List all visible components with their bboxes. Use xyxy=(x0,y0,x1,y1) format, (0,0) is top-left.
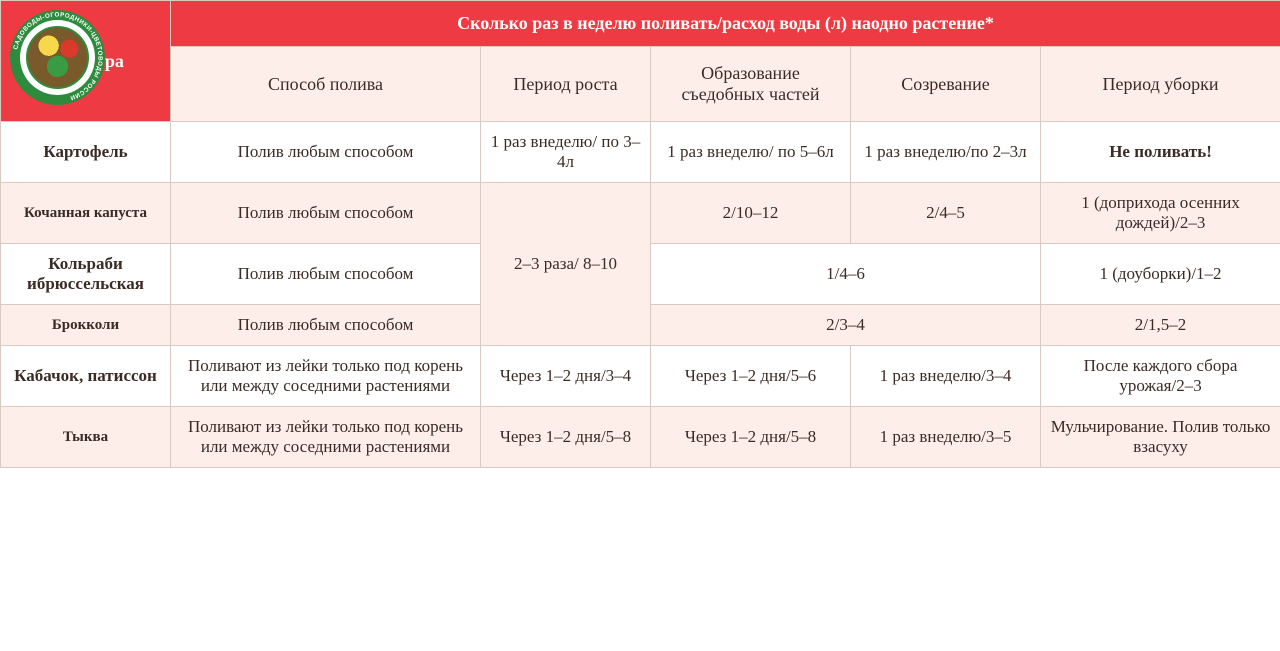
table-row: Тыква Поливают из лейки только под корен… xyxy=(1,407,1280,468)
row-growth: Через 1–2 дня/3–4 xyxy=(481,346,651,407)
row-edible: 2/10–12 xyxy=(651,183,851,244)
row-growth: Через 1–2 дня/5–8 xyxy=(481,407,651,468)
row-edible-ripening: 2/3–4 xyxy=(651,305,1041,346)
row-harvest: 2/1,5–2 xyxy=(1041,305,1280,346)
table-row: Картофель Полив любым способом 1 раз вне… xyxy=(1,122,1280,183)
row-name: Картофель xyxy=(1,122,171,183)
row-name: Тыква xyxy=(1,407,171,468)
row-name: Кабачок, патиссон xyxy=(1,346,171,407)
table-row: Кабачок, патиссон Поливают из лейки толь… xyxy=(1,346,1280,407)
th-ripening: Созревание xyxy=(851,47,1041,122)
row-harvest: Мульчирование. Полив только взасуху xyxy=(1041,407,1280,468)
row-harvest: 1 (доприхода осенних дождей)/2–3 xyxy=(1041,183,1280,244)
th-growth: Период роста xyxy=(481,47,651,122)
row-ripening: 1 раз внеделю/по 2–3л xyxy=(851,122,1041,183)
row-method: Поливают из лейки только под корень или … xyxy=(171,407,481,468)
th-culture: Культура xyxy=(1,1,171,122)
row-ripening: 1 раз внеделю/3–5 xyxy=(851,407,1041,468)
row-name: Кольраби ибрюссельская xyxy=(1,244,171,305)
row-ripening: 1 раз внеделю/3–4 xyxy=(851,346,1041,407)
row-name: Брокколи xyxy=(1,305,171,346)
th-edible: Образование съедобных частей xyxy=(651,47,851,122)
th-method: Способ полива xyxy=(171,47,481,122)
row-method: Полив любым способом xyxy=(171,305,481,346)
table-row: Кочанная капуста Полив любым способом 2–… xyxy=(1,183,1280,244)
row-growth: 1 раз внеделю/ по 3–4л xyxy=(481,122,651,183)
row-method: Полив любым способом xyxy=(171,122,481,183)
row-name: Кочанная капуста xyxy=(1,183,171,244)
row-harvest: 1 (доуборки)/1–2 xyxy=(1041,244,1280,305)
row-harvest: После каждого сбора урожая/2–3 xyxy=(1041,346,1280,407)
row-method: Поливают из лейки только под корень или … xyxy=(171,346,481,407)
th-main: Сколько раз в неделю поливать/расход вод… xyxy=(171,1,1280,47)
row-harvest: Не поливать! xyxy=(1041,122,1280,183)
row-ripening: 2/4–5 xyxy=(851,183,1041,244)
row-edible: Через 1–2 дня/5–6 xyxy=(651,346,851,407)
th-harvest: Период уборки xyxy=(1041,47,1280,122)
row-edible-ripening: 1/4–6 xyxy=(651,244,1041,305)
watering-table: Культура Сколько раз в неделю поливать/р… xyxy=(0,0,1280,468)
row-edible: 1 раз внеделю/ по 5–6л xyxy=(651,122,851,183)
row-method: Полив любым способом xyxy=(171,244,481,305)
row-growth-shared: 2–3 раза/ 8–10 xyxy=(481,183,651,346)
row-edible: Через 1–2 дня/5–8 xyxy=(651,407,851,468)
row-method: Полив любым способом xyxy=(171,183,481,244)
